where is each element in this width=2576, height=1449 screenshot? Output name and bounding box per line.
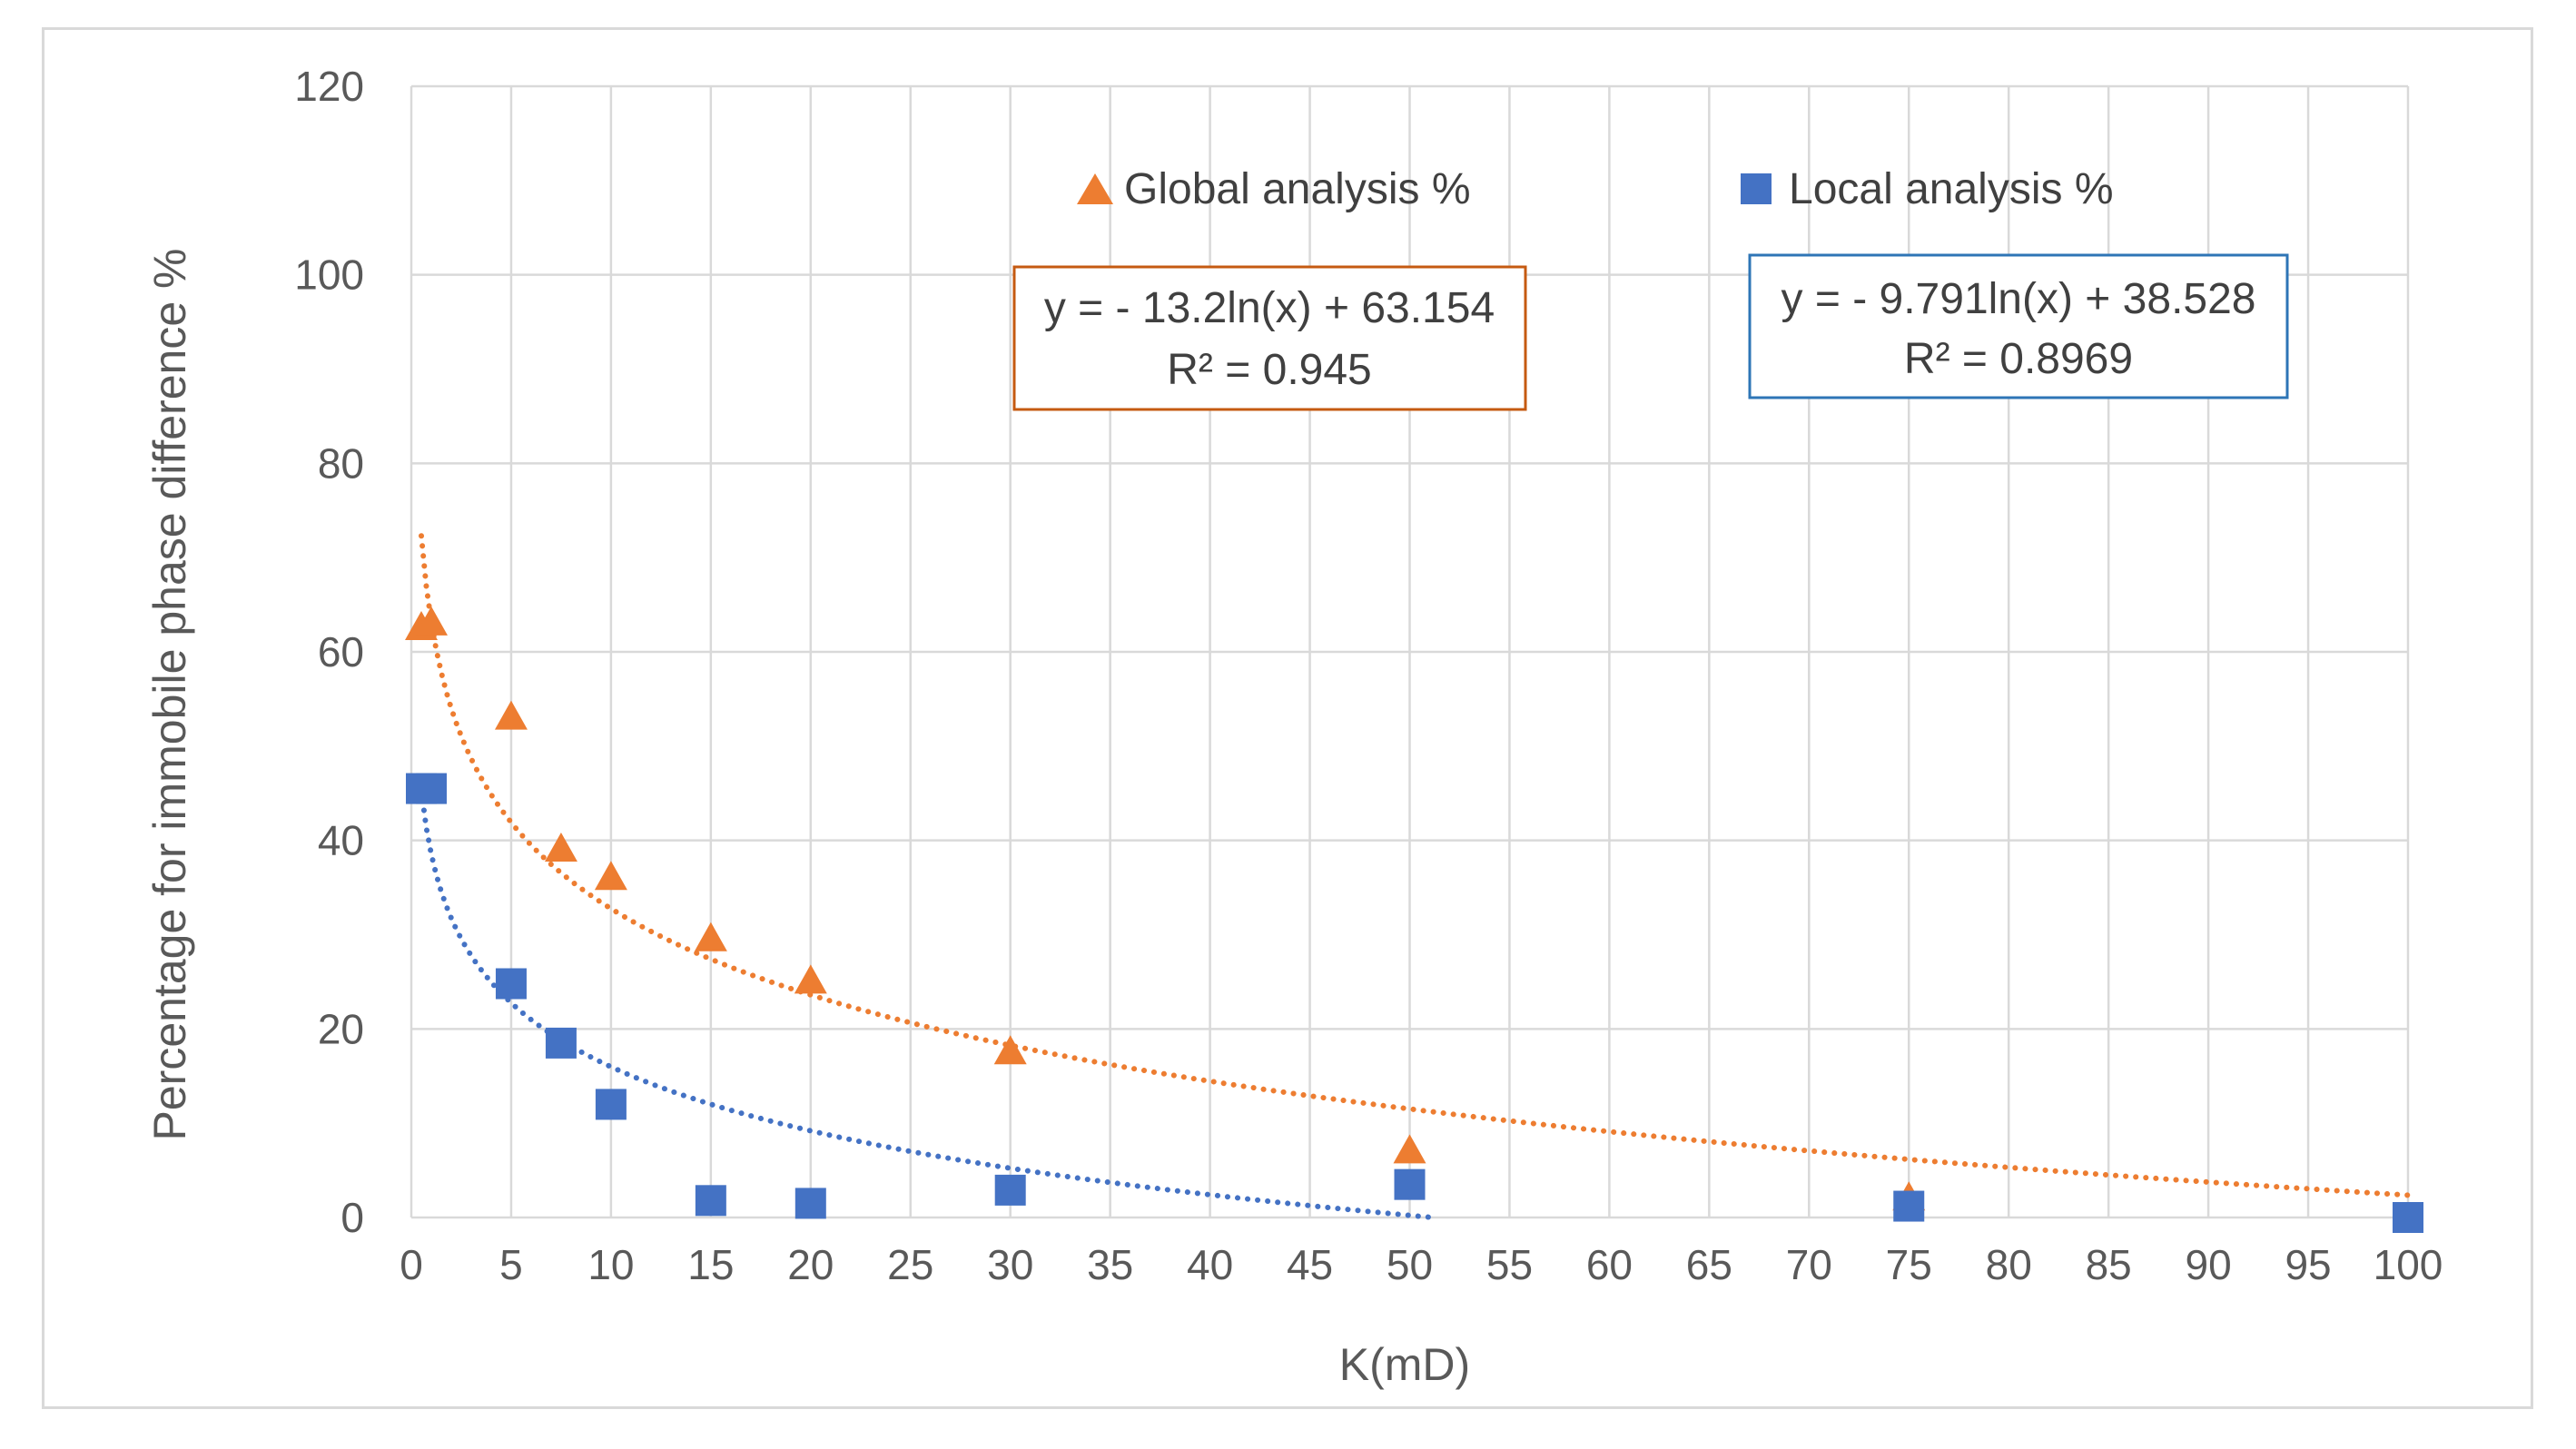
x-tick-label: 50 [1387,1241,1433,1288]
x-tick-label: 35 [1087,1241,1133,1288]
local-data-point [994,1174,1026,1206]
x-tick-label: 25 [887,1241,933,1288]
global-data-point [794,964,827,994]
local-data-point [2393,1202,2423,1233]
legend-global-label: Global analysis % [1124,165,1471,213]
y-tick-label: 0 [341,1194,364,1241]
y-tick-label: 100 [294,251,364,299]
local-data-point [415,773,447,804]
global-equation-box: y = - 13.2ln(x) + 63.154 R² = 0.945 [1012,265,1527,411]
local-r-squared: R² = 0.8969 [1904,335,2133,383]
x-tick-label: 40 [1187,1241,1233,1288]
legend-global-marker-icon [1077,173,1113,204]
data-points [404,606,2423,1233]
global-data-point [414,606,448,636]
global-data-point [1393,1134,1426,1164]
global-data-point [694,922,727,951]
x-tick-label: 30 [987,1241,1033,1288]
x-tick-label: 75 [1886,1241,1932,1288]
x-tick-label: 45 [1287,1241,1333,1288]
global-data-point [993,1035,1027,1065]
global-data-point [544,833,577,862]
legend: Global analysis % Local analysis % [1077,165,2114,213]
x-tick-label: 60 [1586,1241,1633,1288]
local-data-point [1394,1168,1426,1200]
local-data-point [495,968,527,1000]
local-data-point [545,1027,577,1059]
x-tick-label: 15 [687,1241,734,1288]
x-tick-label: 85 [2086,1241,2132,1288]
local-equation: y = - 9.791ln(x) + 38.528 [1781,275,2256,323]
y-tick-label: 60 [318,628,364,675]
y-axis-title: Percentage for immobile phase difference… [144,249,195,1141]
x-tick-label: 70 [1786,1241,1832,1288]
legend-local-label: Local analysis % [1789,165,2114,213]
x-tick-label: 80 [1986,1241,2032,1288]
x-tick-label: 90 [2186,1241,2232,1288]
global-data-point [494,700,528,730]
x-tick-label: 20 [787,1241,834,1288]
local-data-point [795,1188,826,1219]
x-tick-label: 5 [499,1241,523,1288]
local-equation-box: y = - 9.791ln(x) + 38.528 R² = 0.8969 [1748,253,2289,399]
x-tick-label: 65 [1686,1241,1732,1288]
x-tick-label: 55 [1486,1241,1533,1288]
y-tick-label: 40 [318,817,364,864]
global-equation: y = - 13.2ln(x) + 63.154 [1044,284,1495,332]
tick-labels: 0 5 10 15 20 25 30 35 40 45 50 55 60 65 70 75 80 85 90 95 10… [294,63,2443,1288]
x-tick-label: 10 [587,1241,634,1288]
legend-local-marker-icon [1741,173,1772,204]
y-tick-label: 20 [318,1005,364,1052]
local-data-point [1893,1190,1925,1222]
x-tick-label: 100 [2374,1241,2443,1288]
y-tick-label: 120 [294,63,364,110]
local-trendline [419,787,1433,1220]
x-tick-label: 95 [2285,1241,2331,1288]
global-trendline [419,533,2411,1198]
x-tick-label: 0 [400,1241,423,1288]
local-data-point [695,1185,726,1217]
y-tick-label: 80 [318,439,364,487]
local-data-point [595,1089,627,1120]
global-data-point [594,861,627,891]
trendlines [419,533,2411,1220]
x-axis-title: K(mD) [1339,1339,1470,1390]
global-r-squared: R² = 0.945 [1167,346,1371,394]
